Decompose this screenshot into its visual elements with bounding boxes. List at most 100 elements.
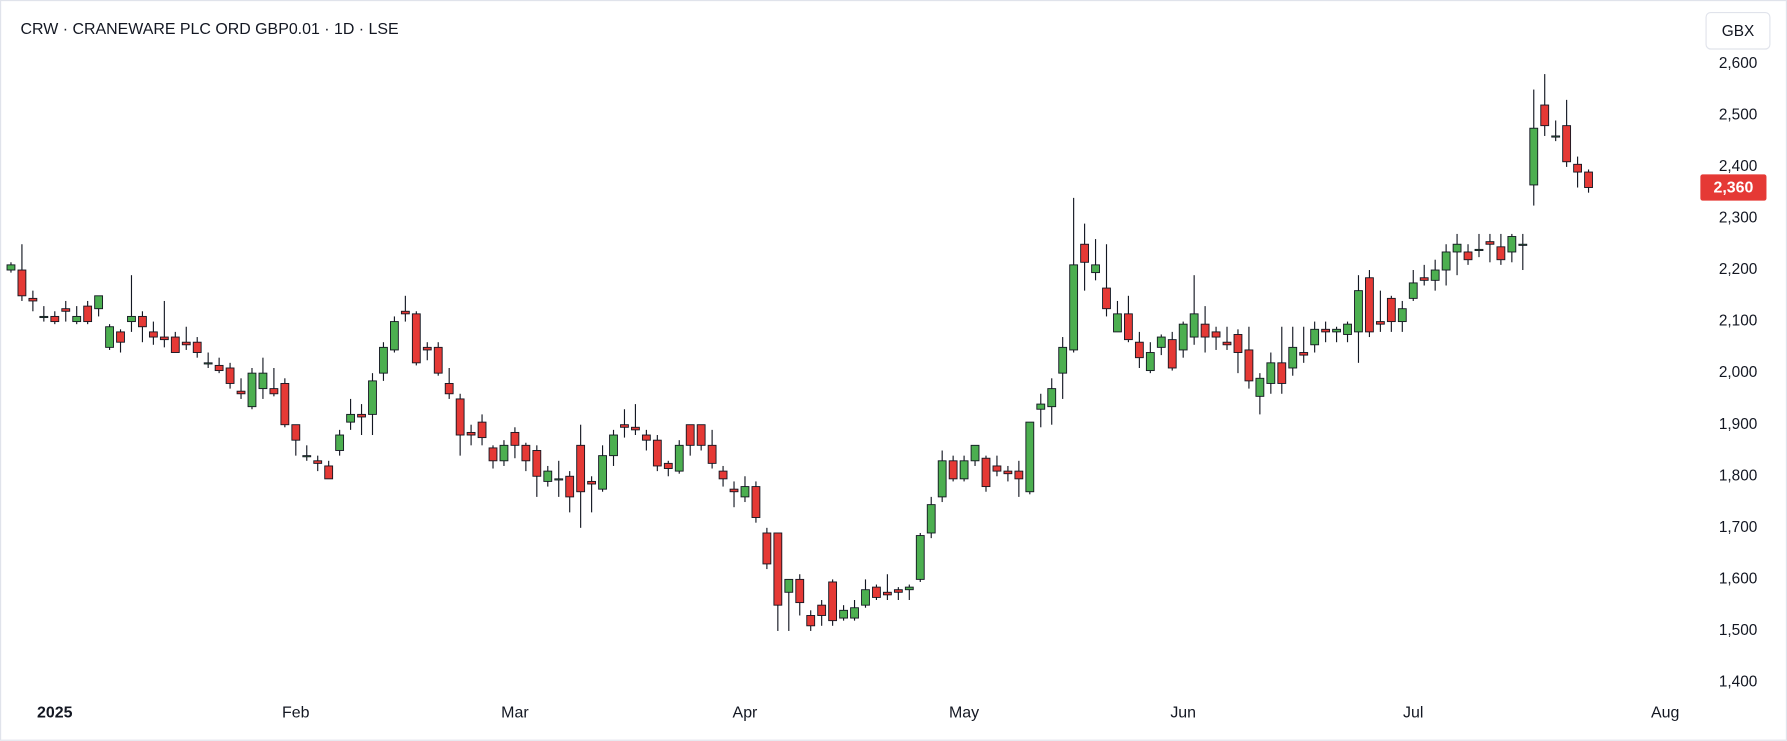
candle-body: [806, 615, 816, 627]
candle-body: [762, 532, 772, 565]
candle-body: [970, 444, 980, 462]
y-tick-label: 1,900: [1719, 416, 1757, 433]
candle-body: [948, 460, 958, 480]
candle-body: [872, 586, 881, 598]
candle-body: [1354, 290, 1363, 333]
candle-body: [1156, 336, 1166, 348]
last-price-label: 2,360: [1713, 179, 1753, 196]
candle-body: [1189, 313, 1199, 338]
candle-body: [72, 315, 82, 323]
candle-body: [959, 460, 969, 480]
candle-body: [992, 465, 1002, 472]
candle-body: [1145, 352, 1155, 372]
candle-body: [159, 336, 169, 341]
candle-body: [1419, 277, 1429, 281]
candle-body: [1069, 264, 1079, 351]
candle-body: [390, 321, 399, 351]
x-tick-label: Apr: [733, 705, 758, 722]
candle-body: [1386, 297, 1396, 323]
candle-body: [1113, 313, 1122, 333]
candle-body: [1211, 331, 1221, 338]
candle-body: [882, 591, 892, 596]
candle-body: [937, 460, 947, 498]
candle-body: [1277, 362, 1287, 384]
x-tick-label: Mar: [501, 705, 529, 722]
candle-body: [707, 444, 717, 464]
candle-body: [1518, 243, 1528, 246]
chart-title: CRW · CRANEWARE PLC ORD GBP0.01 · 1D · L…: [21, 21, 399, 38]
candle-body: [247, 372, 257, 408]
candle-body: [1375, 321, 1385, 325]
candle-body: [400, 310, 410, 315]
candle-body: [433, 346, 443, 374]
last-price-box: [1700, 174, 1767, 201]
y-tick-label: 2,600: [1719, 55, 1757, 72]
y-tick-label: 1,700: [1719, 519, 1757, 536]
candle-body: [192, 341, 202, 353]
y-tick-label: 1,800: [1719, 467, 1757, 484]
candle-body: [1540, 104, 1550, 127]
candle-body: [1321, 328, 1331, 333]
candle-body: [554, 478, 564, 481]
candle-body: [904, 586, 914, 591]
y-tick-label: 2,100: [1719, 313, 1757, 330]
candle-body: [828, 581, 838, 622]
candle-body: [652, 439, 662, 467]
x-tick-label: Aug: [1651, 705, 1679, 722]
candle-body: [784, 578, 794, 593]
candle-body: [17, 269, 27, 297]
candle-body: [1397, 308, 1407, 323]
candle-body: [893, 589, 903, 593]
candle-body: [850, 607, 859, 619]
candle-body: [116, 331, 125, 343]
y-tick-label: 2,000: [1719, 364, 1757, 381]
candle-body: [61, 308, 71, 312]
currency-box[interactable]: [1705, 11, 1771, 50]
candle-body: [1255, 377, 1265, 397]
candle-body: [1102, 287, 1111, 310]
candle-body: [1430, 269, 1440, 281]
candle-body: [915, 535, 925, 580]
candle-body: [1562, 125, 1572, 163]
candle-body: [751, 486, 761, 518]
candle-body: [335, 434, 345, 451]
candle-body: [269, 388, 279, 395]
candle-body: [138, 315, 147, 328]
candle-body: [1551, 135, 1561, 138]
candle-body: [83, 305, 93, 323]
candle-body: [576, 444, 586, 493]
candle-body: [127, 315, 136, 323]
y-tick-label: 2,500: [1719, 106, 1757, 123]
candle-body: [620, 424, 629, 428]
candle-body: [1343, 323, 1352, 335]
candle-body: [1080, 243, 1089, 263]
candle-body: [587, 480, 597, 485]
candle-body: [280, 382, 290, 426]
candle-body: [631, 426, 640, 431]
candle-body: [466, 431, 476, 436]
candle-body: [170, 336, 180, 353]
candle-body: [1014, 470, 1024, 480]
candle-body: [148, 331, 158, 338]
currency-label: GBX: [1722, 23, 1754, 40]
x-tick-label: May: [949, 705, 979, 722]
candle-body: [1463, 251, 1473, 261]
candle-body: [609, 434, 618, 457]
candle-body: [817, 604, 827, 616]
y-tick-label: 2,200: [1719, 261, 1757, 278]
candle-body: [1003, 470, 1013, 475]
candle-body: [1200, 323, 1210, 338]
candle-body: [6, 264, 16, 271]
candle-body: [1178, 323, 1188, 351]
candle-body: [926, 504, 936, 534]
x-tick-label: Jun: [1170, 705, 1196, 722]
x-tick-label: Jul: [1403, 705, 1423, 722]
candle-body: [674, 444, 684, 472]
candle-body: [499, 444, 509, 462]
y-tick-label: 2,400: [1719, 158, 1757, 175]
candle-body: [379, 346, 388, 374]
candle-body: [1332, 328, 1341, 333]
candle-body: [1441, 251, 1451, 271]
